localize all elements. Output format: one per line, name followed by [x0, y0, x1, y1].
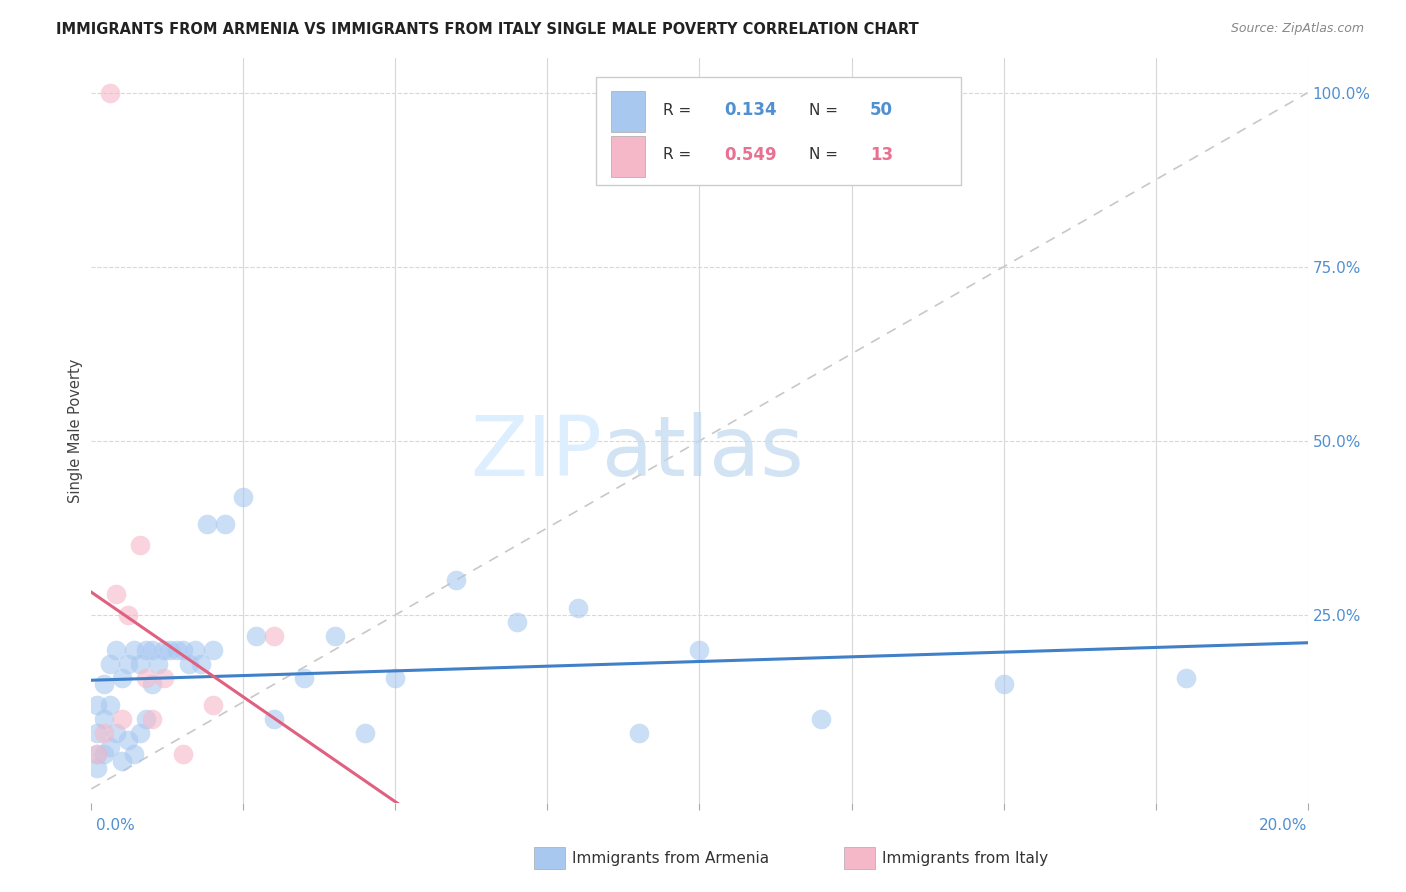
Point — [232, 490, 254, 504]
Point — [86, 747, 108, 761]
Point — [104, 642, 127, 657]
Point — [111, 671, 134, 685]
Point — [195, 517, 218, 532]
Point — [129, 726, 152, 740]
Point — [245, 629, 267, 643]
Point — [263, 712, 285, 726]
Point — [688, 642, 710, 657]
Point — [141, 712, 163, 726]
Point — [93, 747, 115, 761]
Point — [172, 642, 194, 657]
Point — [93, 712, 115, 726]
Point — [177, 657, 200, 671]
Point — [384, 671, 406, 685]
Point — [93, 726, 115, 740]
Point — [506, 615, 529, 629]
Point — [263, 629, 285, 643]
Text: R =: R = — [664, 147, 692, 162]
Point — [98, 698, 121, 713]
Point — [98, 86, 121, 100]
Point — [122, 747, 145, 761]
Point — [810, 712, 832, 726]
Text: IMMIGRANTS FROM ARMENIA VS IMMIGRANTS FROM ITALY SINGLE MALE POVERTY CORRELATION: IMMIGRANTS FROM ARMENIA VS IMMIGRANTS FR… — [56, 22, 920, 37]
Point — [111, 754, 134, 768]
Point — [122, 642, 145, 657]
Point — [129, 657, 152, 671]
Point — [323, 629, 346, 643]
Point — [202, 698, 225, 713]
Point — [86, 747, 108, 761]
Y-axis label: Single Male Poverty: Single Male Poverty — [67, 359, 83, 502]
Point — [184, 642, 207, 657]
Point — [148, 657, 170, 671]
Text: Immigrants from Italy: Immigrants from Italy — [882, 851, 1047, 865]
Point — [135, 642, 157, 657]
Point — [86, 698, 108, 713]
Point — [354, 726, 377, 740]
Text: N =: N = — [808, 147, 838, 162]
Point — [166, 642, 188, 657]
Text: N =: N = — [808, 103, 838, 118]
Point — [202, 642, 225, 657]
Point — [627, 726, 650, 740]
Point — [117, 733, 139, 747]
Point — [141, 677, 163, 691]
Point — [993, 677, 1015, 691]
Point — [135, 671, 157, 685]
Point — [153, 671, 176, 685]
Point — [117, 657, 139, 671]
Point — [567, 600, 589, 615]
Text: ZIP: ZIP — [471, 412, 602, 493]
Text: 0.549: 0.549 — [724, 145, 776, 164]
Point — [129, 538, 152, 552]
Text: 50: 50 — [870, 101, 893, 120]
Point — [1174, 671, 1197, 685]
Text: Source: ZipAtlas.com: Source: ZipAtlas.com — [1230, 22, 1364, 36]
Point — [98, 657, 121, 671]
Point — [135, 712, 157, 726]
Text: R =: R = — [664, 103, 692, 118]
Point — [98, 740, 121, 755]
Point — [172, 747, 194, 761]
Point — [153, 642, 176, 657]
Text: 20.0%: 20.0% — [1260, 818, 1308, 832]
Point — [86, 761, 108, 775]
Text: Immigrants from Armenia: Immigrants from Armenia — [572, 851, 769, 865]
Point — [444, 573, 467, 587]
FancyBboxPatch shape — [610, 92, 645, 133]
Point — [117, 607, 139, 622]
Text: 13: 13 — [870, 145, 893, 164]
Point — [93, 677, 115, 691]
FancyBboxPatch shape — [610, 136, 645, 178]
Point — [159, 642, 181, 657]
Point — [141, 642, 163, 657]
Point — [190, 657, 212, 671]
Point — [292, 671, 315, 685]
FancyBboxPatch shape — [596, 77, 960, 185]
Point — [104, 587, 127, 601]
Point — [111, 712, 134, 726]
Text: 0.134: 0.134 — [724, 101, 776, 120]
Point — [104, 726, 127, 740]
Point — [214, 517, 236, 532]
Point — [86, 726, 108, 740]
Text: atlas: atlas — [602, 412, 804, 493]
Text: 0.0%: 0.0% — [96, 818, 135, 832]
